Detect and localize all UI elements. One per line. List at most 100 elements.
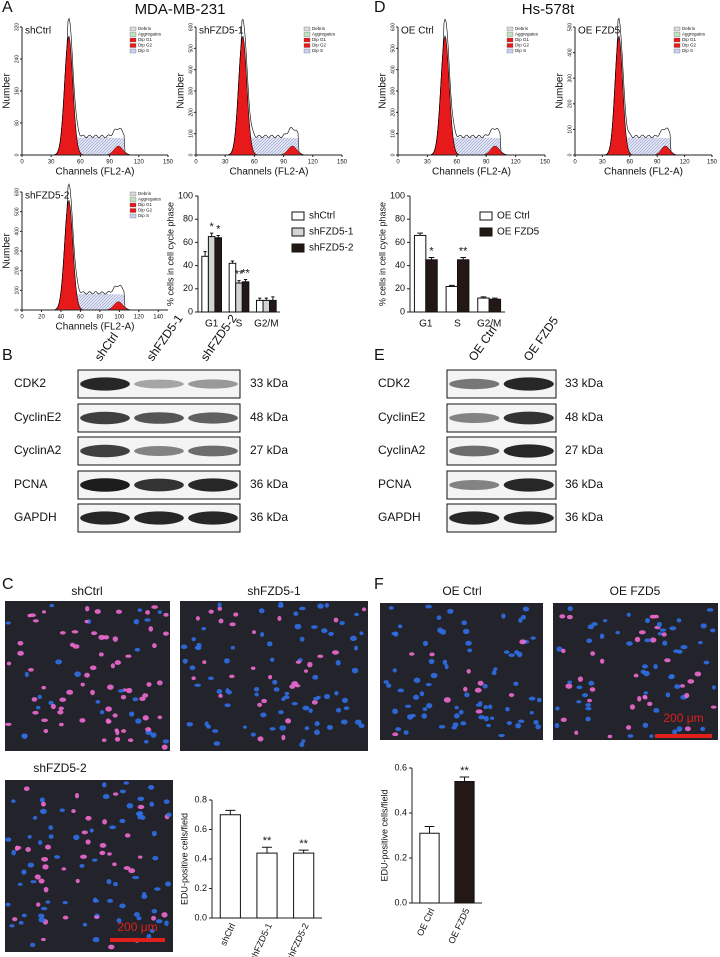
blot-band (134, 511, 184, 525)
cell-nucleus (250, 732, 256, 737)
cell-nucleus (626, 725, 632, 730)
legend-label: Dip G1 (515, 37, 530, 42)
cell-nucleus (676, 618, 682, 623)
bar (477, 297, 490, 313)
legend-label: Dip S (682, 48, 693, 53)
cell-nucleus (430, 672, 438, 679)
cell-nucleus (145, 610, 150, 615)
phase-g1 (226, 35, 261, 156)
cell-nucleus (137, 608, 143, 612)
legend-swatch (303, 48, 311, 54)
cell-nucleus (57, 710, 64, 715)
y-tick-label: 600 (390, 23, 396, 32)
cell-nucleus (520, 614, 526, 620)
cell-nucleus (38, 878, 45, 884)
cell-nucleus (41, 685, 47, 690)
x-tick-label: 150 (337, 160, 348, 166)
legend-label: Debris (312, 26, 326, 31)
cell-nucleus (428, 658, 435, 664)
cell-nucleus (515, 723, 522, 729)
cell-nucleus (107, 898, 114, 903)
cell-nucleus (17, 641, 24, 646)
cell-nucleus (91, 631, 98, 636)
x-tick-label: 40 (58, 315, 65, 321)
lane-label: shFZD5-2 (198, 312, 240, 364)
cell-nucleus (62, 915, 69, 920)
cell-nucleus (460, 721, 467, 726)
micrograph-label: OE FZD5 (610, 584, 661, 598)
cell-nucleus (162, 631, 169, 636)
legend-label: Dip G1 (682, 37, 697, 42)
cell-nucleus (128, 711, 135, 717)
size-label: 27 kDa (565, 443, 603, 457)
y-tick-label: 0.2 (394, 852, 407, 862)
cell-nucleus (17, 882, 23, 886)
cell-nucleus (260, 712, 267, 718)
cell-nucleus (585, 703, 592, 707)
legend-label: Dip G1 (312, 37, 327, 42)
y-tick-label: 100 (390, 190, 405, 200)
y-tick-label: 80 (395, 214, 405, 224)
cell-nucleus (92, 899, 100, 903)
cell-nucleus (189, 665, 196, 671)
cell-nucleus (324, 693, 331, 700)
cell-nucleus (566, 614, 573, 620)
cell-nucleus (354, 612, 359, 617)
protein-label: CDK2 (378, 376, 410, 390)
cell-nucleus (359, 631, 364, 636)
cell-nucleus (146, 682, 152, 687)
cell-nucleus (536, 697, 542, 703)
legend-label: OE FZD5 (497, 227, 540, 238)
flow-plot: 0 30 60 90 120 150 0 100 200 300 400 500 600 Channels… (378, 18, 551, 178)
cell-nucleus (116, 918, 122, 923)
flow-plot: 0 30 60 90 120 150 0 80 160 240 320 Channels (FL2-A… (2, 17, 174, 178)
error-bar (417, 232, 423, 236)
legend-label: shFZD5-1 (309, 227, 354, 238)
cell-nucleus (99, 843, 107, 848)
cell-nucleus (506, 721, 512, 726)
plot-label: shCtrl (25, 26, 51, 37)
cell-nucleus (291, 702, 298, 706)
scale-bar (110, 938, 165, 942)
cell-nucleus (125, 654, 132, 658)
cell-nucleus (326, 724, 333, 730)
cell-nucleus (216, 688, 223, 695)
error-bar (492, 297, 498, 300)
cell-nucleus (700, 726, 706, 732)
cell-nucleus (656, 621, 662, 628)
legend-label: Dip S (138, 213, 149, 218)
cell-nucleus (303, 669, 308, 673)
cell-nucleus (587, 624, 595, 630)
flow-plot: 0 30 60 90 120 150 0 100 200 300 400 500 Channels (F… (555, 17, 718, 178)
legend-swatch (479, 227, 493, 237)
legend-swatch (506, 32, 514, 37)
cell-nucleus (698, 641, 703, 645)
cell-nucleus (149, 928, 155, 933)
legend-swatch (506, 48, 514, 54)
x-tick-label: 0 (573, 160, 577, 166)
cell-nucleus (152, 856, 159, 861)
cell-nucleus (294, 623, 302, 630)
error-bar (243, 279, 248, 282)
x-tick-label: G1 (205, 319, 219, 330)
cell-nucleus (143, 739, 149, 744)
cell-nucleus (258, 608, 265, 614)
cell-nucleus (39, 797, 46, 803)
bar (207, 236, 216, 313)
legend-swatch (129, 197, 137, 202)
cell-nucleus (136, 916, 142, 921)
cell-nucleus (567, 680, 573, 684)
cell-nucleus (102, 819, 107, 825)
y-tick-label: 0.4 (394, 807, 407, 817)
cell-nucleus (574, 730, 579, 735)
legend-swatch (291, 227, 305, 237)
cell-nucleus (672, 729, 678, 735)
x-tick-label: 90 (280, 160, 287, 166)
legend-label: Aggregates (312, 32, 336, 37)
cell-nucleus (589, 687, 596, 692)
cell-nucleus (447, 608, 454, 614)
cell-nucleus (146, 934, 152, 939)
y-tick-label: 80 (14, 120, 20, 126)
cell-nucleus (73, 834, 80, 841)
legend-label: Debris (138, 26, 152, 31)
